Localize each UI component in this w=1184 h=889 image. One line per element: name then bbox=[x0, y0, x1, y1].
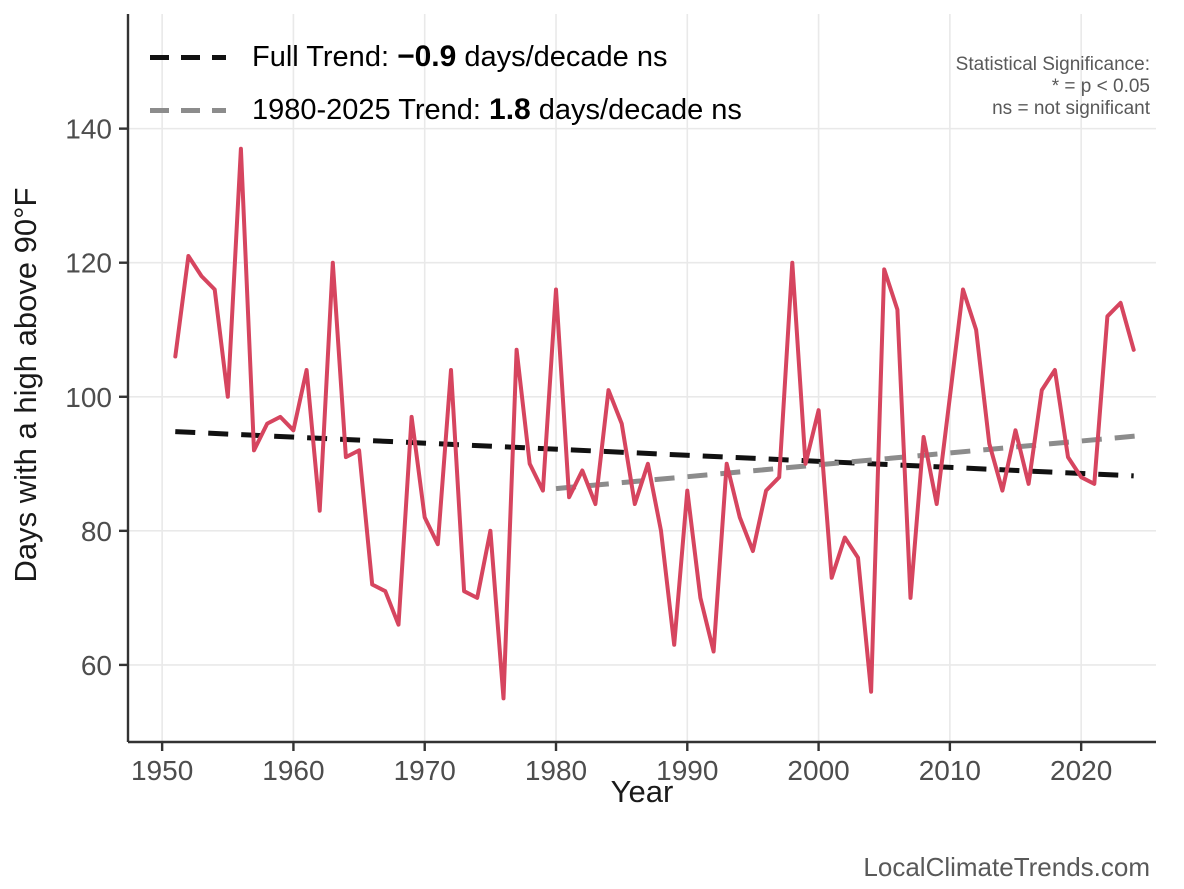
significance-note: Statistical Significance: * = p < 0.05 n… bbox=[956, 54, 1150, 120]
axes bbox=[126, 14, 1156, 744]
legend-row-full-trend: Full Trend: −0.9 days/decade ns bbox=[150, 38, 742, 76]
tick-marks-and-labels: 60 80 100 120 140 1950 1960 1970 1980 1990 2000 201… bbox=[65, 114, 1112, 786]
full-trend-label-post: days/decade ns bbox=[456, 41, 668, 73]
trend-lines bbox=[175, 429, 1141, 492]
x-tick-label: 1990 bbox=[656, 755, 718, 786]
recent-trend-dash-swatch-icon bbox=[150, 107, 226, 113]
full-trend-label: Full Trend: −0.9 days/decade ns bbox=[252, 40, 668, 74]
legend-row-1980-2025-trend: 1980-2025 Trend: 1.8 days/decade ns bbox=[150, 91, 742, 129]
full-trend-label-pre: Full Trend: bbox=[252, 41, 398, 73]
annual-days-above-90F-line bbox=[173, 146, 1136, 701]
x-tick-label: 2020 bbox=[1050, 755, 1112, 786]
full-trend-dash-swatch-icon bbox=[150, 54, 226, 60]
site-watermark: LocalClimateTrends.com bbox=[863, 852, 1150, 882]
significance-note-title: Statistical Significance: bbox=[955, 54, 1150, 75]
y-tick-label: 140 bbox=[65, 114, 112, 145]
y-tick-label: 100 bbox=[65, 382, 112, 413]
significance-note-star: * = p < 0.05 bbox=[1051, 76, 1150, 97]
x-tick-label: 2010 bbox=[919, 755, 981, 786]
x-tick-label: 1950 bbox=[131, 755, 193, 786]
recent-trend-label-pre: 1980-2025 Trend: bbox=[252, 94, 490, 126]
y-tick-label: 80 bbox=[81, 516, 112, 547]
recent-trend-label-post: days/decade ns bbox=[530, 94, 742, 126]
y-axis-label: Days with a high above 90°F bbox=[8, 188, 43, 583]
y-tick-label: 120 bbox=[65, 248, 112, 279]
full-trend-value: −0.9 bbox=[397, 40, 457, 73]
x-tick-label: 1980 bbox=[525, 755, 587, 786]
x-axis-label: Year bbox=[611, 774, 674, 809]
x-tick-label: 1960 bbox=[262, 755, 324, 786]
trend-legend: Full Trend: −0.9 days/decade ns 1980-202… bbox=[150, 38, 742, 144]
full-trend-line bbox=[175, 429, 1134, 479]
recent-trend-value: 1.8 bbox=[489, 93, 531, 126]
x-tick-label: 2000 bbox=[787, 755, 849, 786]
x-tick-label: 1970 bbox=[394, 755, 456, 786]
data-series bbox=[173, 146, 1136, 701]
y-tick-label: 60 bbox=[81, 650, 112, 681]
recent-trend-label: 1980-2025 Trend: 1.8 days/decade ns bbox=[252, 93, 742, 127]
significance-note-ns: ns = not significant bbox=[992, 98, 1150, 119]
